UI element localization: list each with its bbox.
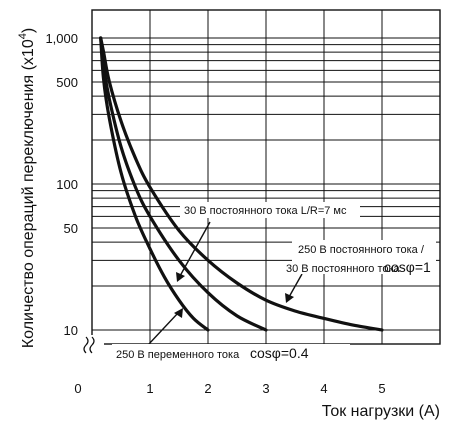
- arrow-dc250: [288, 273, 303, 298]
- axis-break-mark: [80, 335, 104, 354]
- x-tick-labels: 1 2 3 4 5: [146, 381, 385, 396]
- y-tick-label: 100: [56, 177, 78, 192]
- annotation-dc30: 30 В постоянного тока L/R=7 мс: [184, 205, 347, 217]
- y-tick-labels: 1,000 500 100 50 10: [45, 31, 78, 338]
- annotation-cos04: cosφ=0.4: [250, 345, 309, 361]
- annotation-bg-3: [112, 344, 350, 362]
- y-tick-label: 1,000: [45, 31, 78, 46]
- arrow-dc30-head: [176, 272, 185, 282]
- annotation-bg-2: [292, 240, 436, 274]
- x-origin-label: 0: [74, 381, 81, 396]
- annotation-arrows: [147, 221, 303, 346]
- annotation-dc250-line2: 30 В постоянного тока: [286, 263, 401, 275]
- series-line-2: [99, 36, 268, 332]
- annotation-dc250-line1: 250 В постоянного тока /: [298, 244, 425, 256]
- x-tick-label: 1: [146, 381, 153, 396]
- y-tick-label: 500: [56, 75, 78, 90]
- x-tick-label: 4: [320, 381, 327, 396]
- y-axis-title: Количество операций переключения (x104): [17, 28, 37, 348]
- annotation-bg: [180, 202, 360, 218]
- arrow-ac250-head: [174, 308, 183, 318]
- x-axis-title: Ток нагрузки (А): [322, 403, 440, 420]
- arrow-dc250-head: [285, 293, 294, 303]
- x-tick-label: 3: [262, 381, 269, 396]
- annotation-cos1: cosφ=1: [384, 259, 431, 275]
- y-tick-label: 10: [64, 323, 78, 338]
- arrow-ac250: [147, 312, 179, 346]
- series-line-1: [99, 36, 210, 332]
- x-tick-label: 5: [378, 381, 385, 396]
- curves: [99, 36, 384, 332]
- y-tick-label: 50: [64, 221, 78, 236]
- arrow-dc30: [179, 221, 211, 277]
- annotation-ac250: 250 В переменного тока: [116, 349, 240, 361]
- series-line-3: [99, 36, 384, 332]
- x-tick-label: 2: [204, 381, 211, 396]
